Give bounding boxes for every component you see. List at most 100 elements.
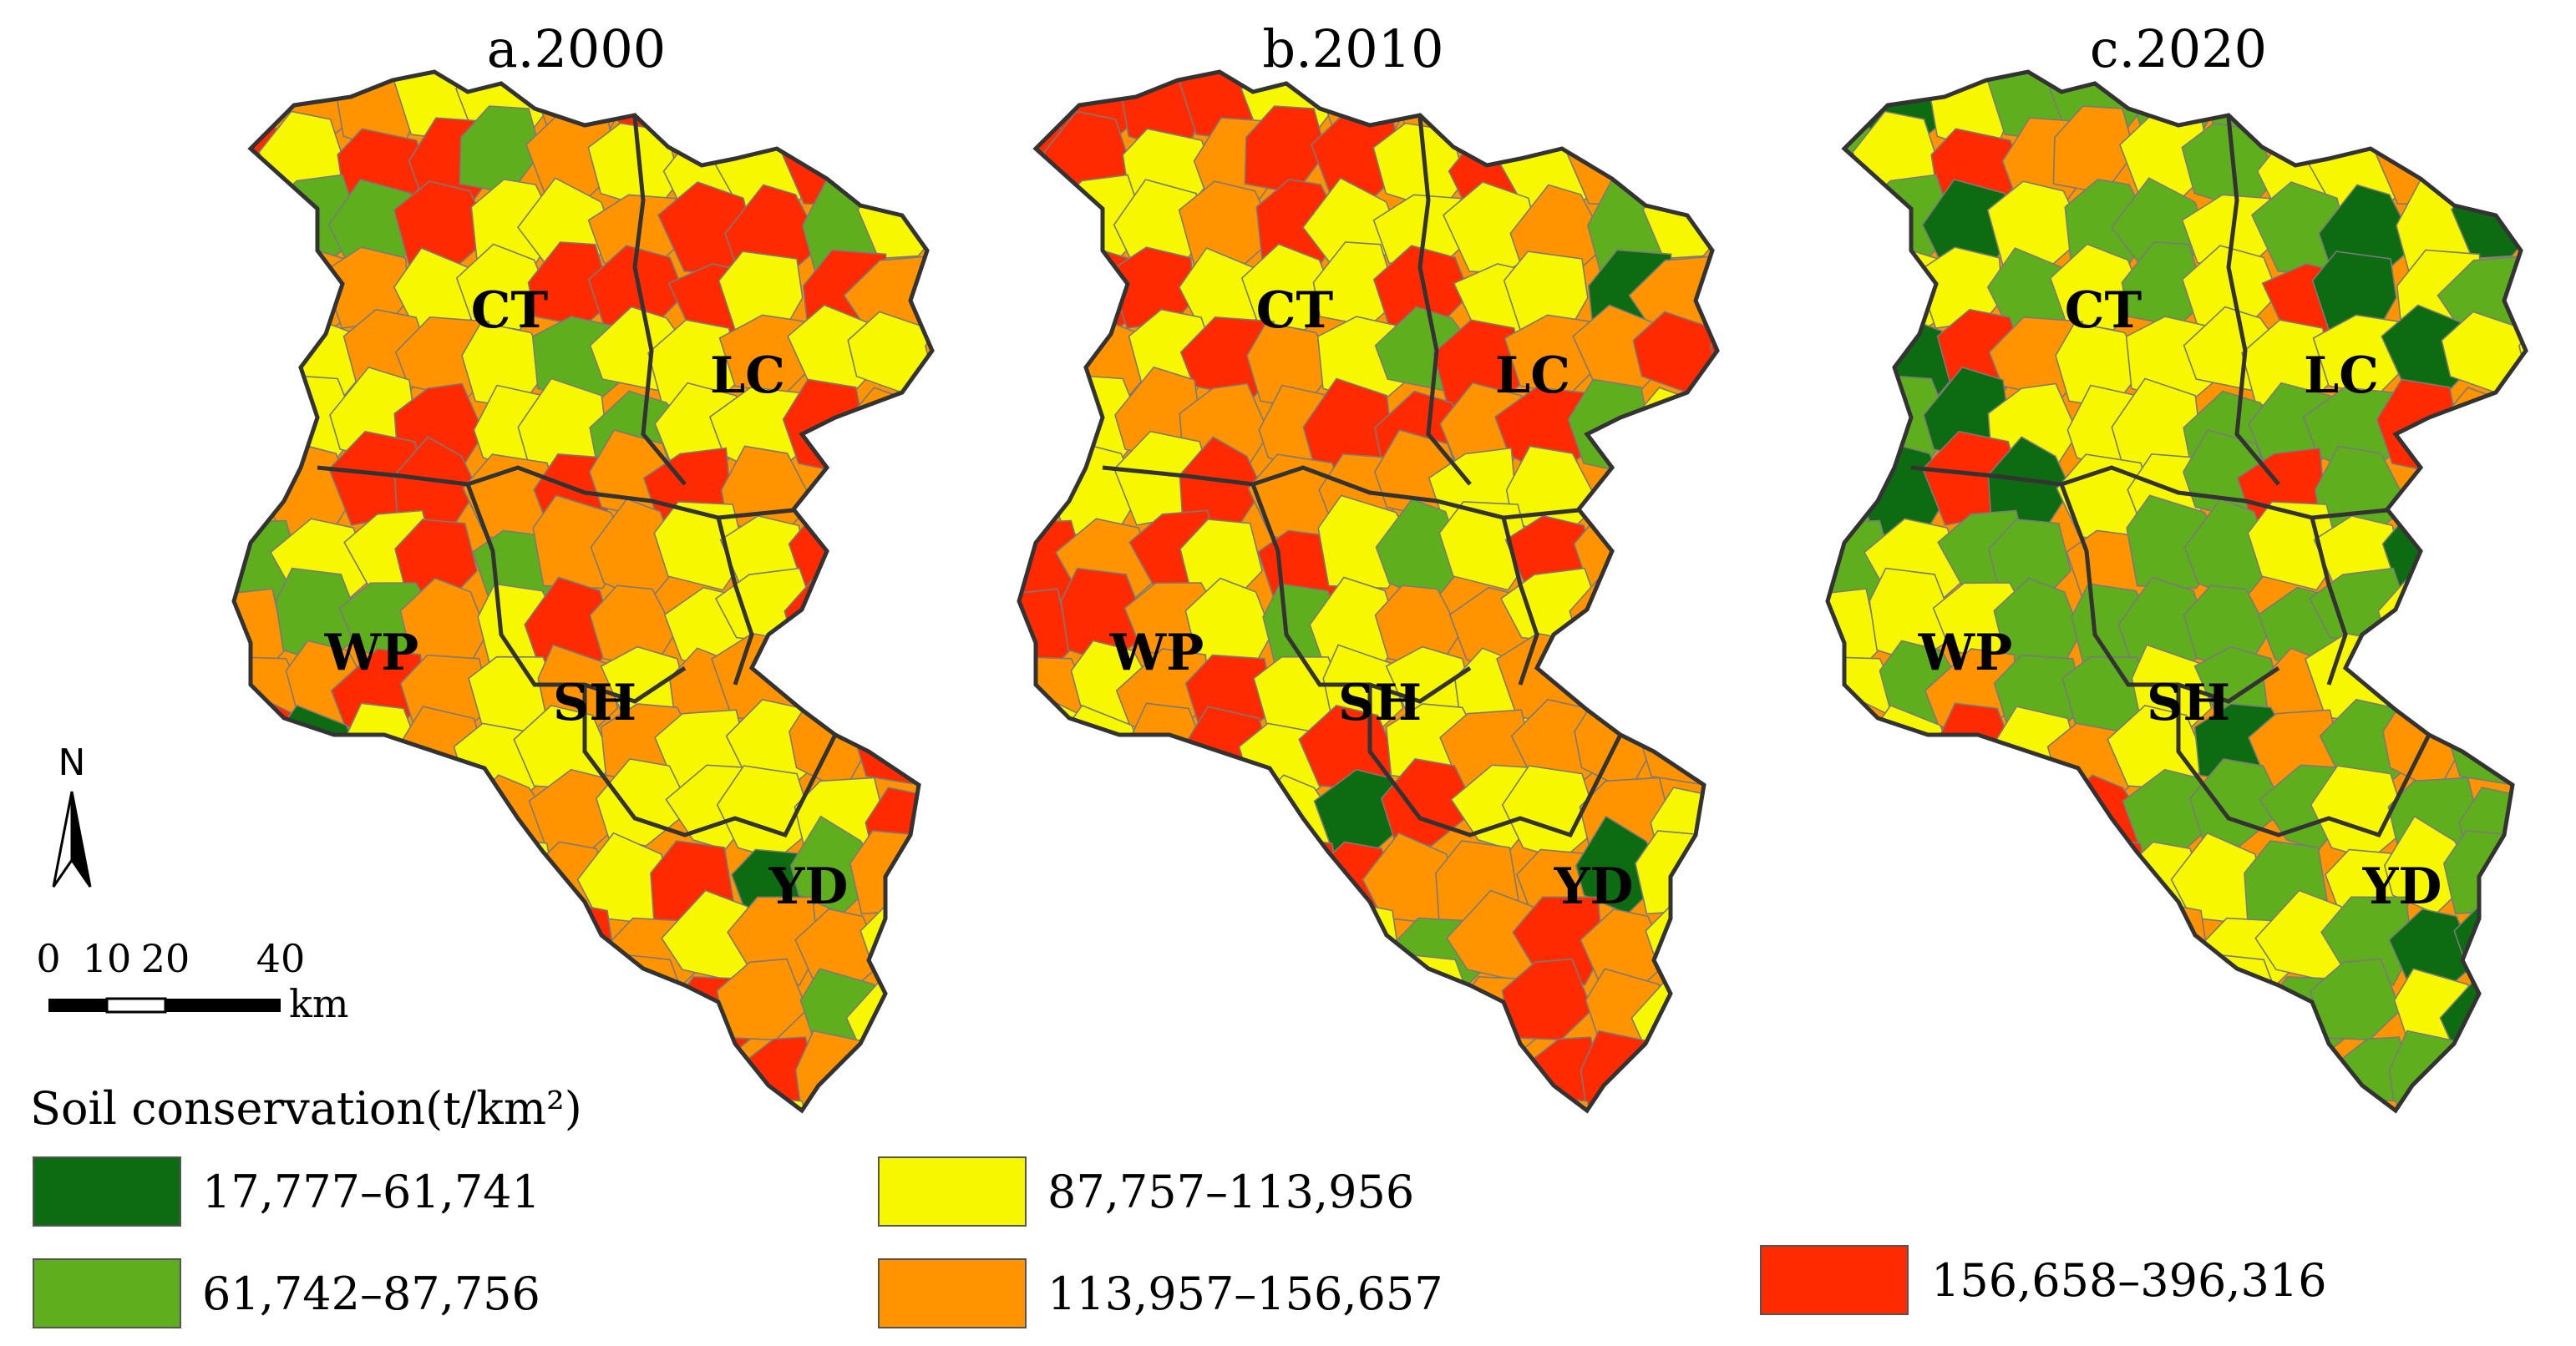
- county-polygon: [856, 1027, 932, 1111]
- county-polygon: [519, 899, 614, 997]
- county-polygon: [2518, 311, 2526, 399]
- study-area-outline: [1825, 69, 2528, 1114]
- county-polygon: [1652, 108, 1717, 197]
- county-polygon: [1828, 1085, 1875, 1111]
- county-polygon: [2514, 396, 2526, 486]
- county-polygon: [906, 509, 932, 598]
- county-polygon: [797, 1105, 887, 1111]
- county-polygon: [930, 261, 932, 348]
- region-label-wp: WP: [1918, 624, 2013, 682]
- county-polygon: [858, 523, 932, 615]
- county-polygon: [464, 969, 565, 1050]
- district-boundary: [317, 465, 803, 520]
- county-polygon: [2523, 261, 2526, 348]
- county-polygons: CT LC WP SH YD: [1825, 69, 2576, 1114]
- legend-title: Soil conservation(t/km²): [30, 1082, 582, 1135]
- county-polygon: [2234, 1106, 2342, 1111]
- county-polygon: [1512, 1096, 1600, 1111]
- county-polygon: [927, 777, 932, 862]
- county-polygon: [912, 720, 932, 808]
- county-polygon: [1867, 751, 1954, 854]
- county-polygon: [2452, 523, 2526, 615]
- scale-tick-40: 40: [256, 936, 306, 981]
- county-polygon: [1722, 444, 1801, 529]
- county-polygon: [914, 180, 932, 271]
- county-polygon: [2247, 501, 2340, 591]
- region-label-wp: WP: [1109, 624, 1204, 682]
- district-boundary: [2310, 517, 2348, 686]
- county-polygon: [1249, 969, 1350, 1050]
- county-polygon: [867, 108, 932, 197]
- county-polygon: [901, 590, 932, 671]
- scale-tick-0: 0: [36, 936, 60, 981]
- county-polygon: [794, 1030, 889, 1111]
- county-polygon: [234, 308, 301, 397]
- county-polygon: [641, 1106, 748, 1111]
- county-polygon: [1172, 1040, 1267, 1111]
- county-polygon: [1709, 120, 1717, 202]
- county-polygon: [913, 949, 932, 1052]
- county-polygon: [401, 826, 494, 908]
- county-polygon: [2507, 949, 2526, 1052]
- county-polygon: [1856, 829, 1940, 923]
- county-polygon: [2057, 969, 2158, 1050]
- county-polygon: [1710, 311, 1717, 399]
- county-polygon: [1019, 190, 1079, 276]
- county-polygon: [1980, 1101, 2078, 1111]
- legend: Soil conservation(t/km²) 17,777–61,741 6…: [30, 1082, 2327, 1328]
- county-polygon: [1652, 436, 1717, 536]
- scale-unit: km: [289, 981, 349, 1026]
- district-boundary: [1250, 483, 1472, 704]
- map-panel-2020: c.2020 CT LC WP SH YD: [1825, 18, 2576, 1114]
- county-polygon: [1019, 950, 1093, 1048]
- region-label-wp: WP: [324, 624, 419, 682]
- county-polygon: [1019, 911, 1093, 995]
- county-polygon: [273, 751, 360, 854]
- county-polygon: [917, 911, 932, 1004]
- legend-swatch-dark-green: [33, 1156, 181, 1227]
- county-polygon: [1995, 767, 2087, 854]
- county-polygon: [1186, 898, 1272, 981]
- county-polygon: [1625, 572, 1717, 663]
- region-label-yd: YD: [1554, 858, 1634, 916]
- county-polygon: [1019, 244, 1067, 345]
- county-polygon: [1260, 1016, 1361, 1108]
- county-polygon: [2374, 72, 2466, 138]
- legend-label: 17,777–61,741: [202, 1166, 540, 1218]
- county-polygon: [1699, 1108, 1717, 1111]
- panel-title: c.2020: [2090, 18, 2267, 79]
- region-label-sh: SH: [553, 674, 636, 732]
- county-polygon: [1188, 973, 1271, 1065]
- legend-swatch-red: [1760, 1245, 1909, 1315]
- county-polygon: [2509, 843, 2526, 924]
- region-label-ct: CT: [471, 281, 549, 340]
- county-polygon: [234, 392, 305, 477]
- county-polygon: [1187, 767, 1278, 854]
- county-polygon: [1996, 973, 2080, 1065]
- county-polygon: [2530, 444, 2576, 529]
- county-polygon: [1980, 1040, 2076, 1111]
- county-polygon: [1715, 261, 1717, 348]
- county-polygon: [1995, 898, 2081, 981]
- panel-title: a.2000: [487, 18, 666, 79]
- county-polygon: [1132, 908, 1225, 1003]
- county-polygon: [1914, 777, 2008, 871]
- region-label-yd: YD: [2362, 858, 2442, 916]
- county-polygon: [1708, 72, 1717, 159]
- county-polygon: [2500, 509, 2526, 598]
- county-polygon: [234, 72, 287, 134]
- legend-swatch-green: [33, 1258, 181, 1328]
- county-polygon: [2388, 1030, 2482, 1111]
- county-polygon: [657, 72, 757, 157]
- region-label-ct: CT: [2065, 281, 2142, 340]
- county-polygon: [330, 828, 418, 919]
- county-polygon: [262, 829, 347, 923]
- legend-item-4: 113,957–156,657: [878, 1258, 1443, 1328]
- county-polygon: [2521, 777, 2526, 862]
- region-label-lc: LC: [710, 347, 785, 405]
- county-polygon: [2189, 758, 2285, 848]
- legend-item-2: 61,742–87,756: [33, 1258, 540, 1328]
- county-polygon: [1304, 899, 1399, 997]
- county-polygon: [596, 758, 692, 848]
- county-polygon: [2512, 1019, 2526, 1111]
